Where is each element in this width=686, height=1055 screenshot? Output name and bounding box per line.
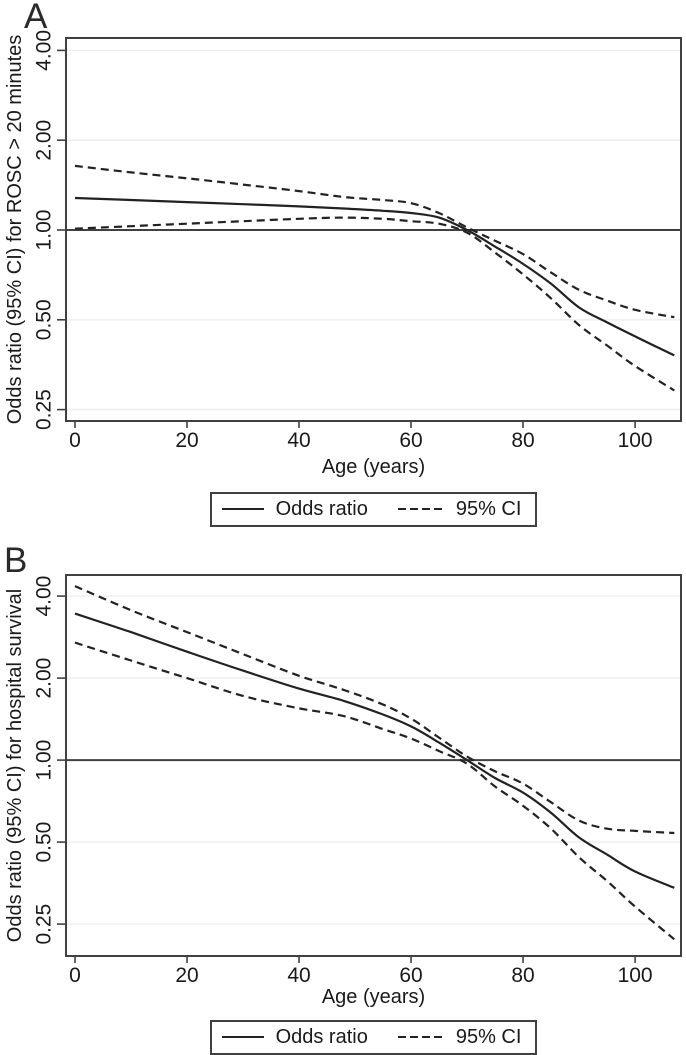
y-axis-title: Odds ratio (95% CI) for hospital surviva… bbox=[4, 589, 26, 942]
ci-lower-line bbox=[74, 641, 676, 941]
ci-line-sample bbox=[397, 508, 444, 510]
y-axis-title: Odds ratio (95% CI) for ROSC > 20 minute… bbox=[4, 35, 26, 425]
x-tick-label: 0 bbox=[69, 964, 81, 987]
ci-upper-line bbox=[74, 164, 675, 319]
panel-b: 4.00 2.00 1.00 0.50 0.25 0 20 40 60 80 100 Odds rat… bbox=[4, 574, 682, 987]
panel-a: 4.00 2.00 1.00 0.50 0.25 0 20 40 60 80 100 Odds rat… bbox=[4, 30, 682, 452]
x-tick-label: 80 bbox=[511, 429, 534, 452]
y-tick-label: 2.00 bbox=[33, 658, 56, 699]
odds-ratio-line bbox=[74, 196, 675, 357]
x-tick-label: 20 bbox=[175, 964, 198, 987]
x-tick-label: 60 bbox=[399, 429, 422, 452]
ci-lower-line bbox=[74, 216, 675, 392]
legend-b: Odds ratio 95% CI bbox=[66, 1020, 681, 1055]
y-tick-label: 0.50 bbox=[33, 299, 56, 340]
x-axis-title-a: Age (years) bbox=[321, 456, 426, 478]
y-tick-label: 0.50 bbox=[33, 822, 56, 863]
plot-frame bbox=[65, 574, 682, 957]
ci-upper-line bbox=[74, 585, 675, 835]
ci-line-sample bbox=[397, 1036, 444, 1038]
panel-b-label: B bbox=[4, 541, 28, 580]
odds-ratio-line-sample bbox=[221, 1036, 264, 1038]
legend-box-b: Odds ratio 95% CI bbox=[209, 1020, 538, 1055]
y-tick-label: 1.00 bbox=[33, 210, 56, 251]
odds-ratio-line-sample bbox=[221, 508, 264, 510]
y-tick-label: 2.00 bbox=[33, 120, 56, 161]
x-axis-title-b: Age (years) bbox=[321, 986, 426, 1008]
x-tick-label: 0 bbox=[69, 429, 81, 452]
x-tick-label: 40 bbox=[287, 964, 310, 987]
legend-label-ci-a: 95% CI bbox=[455, 498, 522, 520]
y-tick-label: 0.25 bbox=[33, 904, 56, 945]
x-tick-label: 100 bbox=[618, 964, 653, 987]
x-tick-label: 20 bbox=[175, 429, 198, 452]
x-tick-label: 60 bbox=[399, 964, 422, 987]
x-tick-label: 40 bbox=[287, 429, 310, 452]
odds-ratio-line bbox=[74, 612, 675, 889]
legend-a: Odds ratio 95% CI bbox=[66, 492, 681, 527]
y-tick-label: 1.00 bbox=[33, 740, 56, 781]
x-tick-label: 80 bbox=[511, 964, 534, 987]
y-tick-label: 4.00 bbox=[33, 30, 56, 71]
legend-label-ci-b: 95% CI bbox=[455, 1026, 522, 1048]
legend-box-a: Odds ratio 95% CI bbox=[209, 492, 538, 527]
y-tick-label: 4.00 bbox=[33, 576, 56, 617]
legend-label-odds-ratio-a: Odds ratio bbox=[275, 498, 368, 520]
panel-a-label: A bbox=[24, 0, 48, 36]
x-tick-label: 100 bbox=[618, 429, 653, 452]
y-tick-label: 0.25 bbox=[33, 389, 56, 430]
legend-label-odds-ratio-b: Odds ratio bbox=[275, 1026, 368, 1048]
